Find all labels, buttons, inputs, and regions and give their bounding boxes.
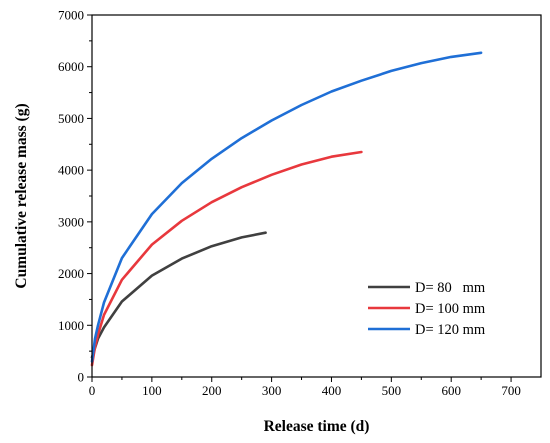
- legend: D= 80 mm D= 100 mm D= 120 mm: [368, 280, 486, 338]
- x-tick-label-6: 600: [441, 383, 461, 398]
- x-tick-label-7: 700: [501, 383, 521, 398]
- series-lines: [90, 51, 483, 367]
- x-tick-label-3: 300: [262, 383, 282, 398]
- y-tick-label-7: 7000: [58, 8, 84, 23]
- x-axis-title: Release time (d): [264, 418, 370, 435]
- x-tick-label-0: 0: [89, 383, 96, 398]
- x-tick-label-4: 400: [322, 383, 342, 398]
- y-tick-label-5: 5000: [58, 111, 84, 126]
- legend-label-1: D= 100 mm: [415, 301, 486, 317]
- legend-label-2: D= 120 mm: [415, 322, 486, 338]
- y-tick-label-1: 1000: [58, 318, 84, 333]
- y-tick-label-6: 6000: [58, 59, 84, 74]
- series-line-1: [90, 150, 363, 367]
- x-tick-label-5: 500: [382, 383, 402, 398]
- plot-frame: [91, 14, 542, 378]
- legend-label-0: D= 80 mm: [415, 280, 486, 296]
- y-axis-title: Cumulative release mass (g): [13, 103, 30, 288]
- series-line-0: [90, 231, 267, 359]
- y-tick-label-3: 3000: [58, 214, 84, 229]
- x-tick-label-2: 200: [202, 383, 222, 398]
- x-tick-label-1: 100: [142, 383, 162, 398]
- y-tick-label-2: 2000: [58, 266, 84, 281]
- axis-ticks: 0 100 200 300 400 500 600 700010002000300040005…: [58, 8, 521, 399]
- series-line-2: [90, 51, 483, 363]
- y-tick-label-0: 0: [78, 370, 85, 385]
- y-tick-label-4: 4000: [58, 163, 84, 178]
